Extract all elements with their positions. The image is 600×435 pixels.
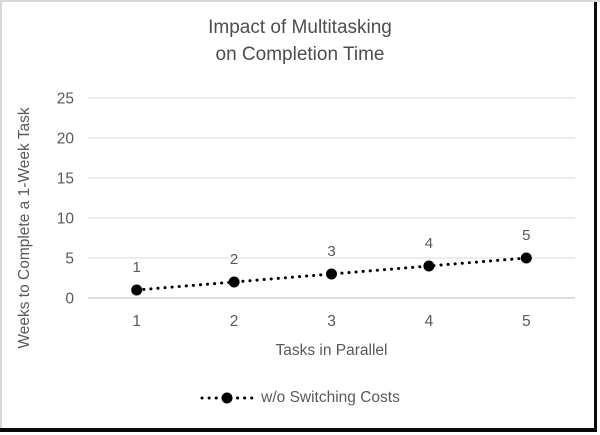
data-point	[228, 276, 240, 288]
data-label: 4	[425, 235, 433, 252]
y-tick-label: 5	[65, 251, 74, 268]
data-point	[423, 260, 435, 272]
data-point	[326, 268, 337, 280]
frame-border-top	[0, 0, 600, 2]
chart-title-line1: Impact of Multitasking	[208, 17, 392, 38]
data-point	[131, 284, 143, 296]
data-label: 3	[327, 243, 335, 260]
x-tick-label: 3	[327, 313, 336, 330]
x-tick-label: 2	[230, 313, 239, 330]
data-label: 5	[522, 227, 530, 244]
y-tick-label: 20	[57, 131, 75, 148]
series-line	[135, 256, 528, 292]
x-tick-label: 4	[425, 313, 434, 330]
x-axis-title: Tasks in Parallel	[275, 342, 388, 359]
data-label: 1	[133, 259, 141, 276]
y-tick-label: 0	[65, 291, 74, 308]
y-tick-label: 15	[57, 171, 74, 188]
chart-title: Impact of Multitasking on Completion Tim…	[0, 14, 600, 68]
legend: w/o Switching Costs	[0, 389, 600, 407]
chart-title-line2: on Completion Time	[215, 44, 385, 65]
y-tick-label: 10	[57, 211, 75, 228]
frame-border-right	[594, 2, 597, 432]
legend-label: w/o Switching Costs	[261, 389, 400, 406]
x-tick-label: 1	[132, 313, 141, 330]
y-tick-label: 25	[57, 91, 74, 108]
x-tick-label: 5	[522, 313, 531, 330]
data-point	[520, 252, 532, 264]
frame-border-left	[0, 0, 2, 432]
legend-series-marker-icon	[200, 392, 254, 404]
frame-border-bottom	[0, 428, 597, 432]
data-label: 2	[230, 251, 238, 268]
